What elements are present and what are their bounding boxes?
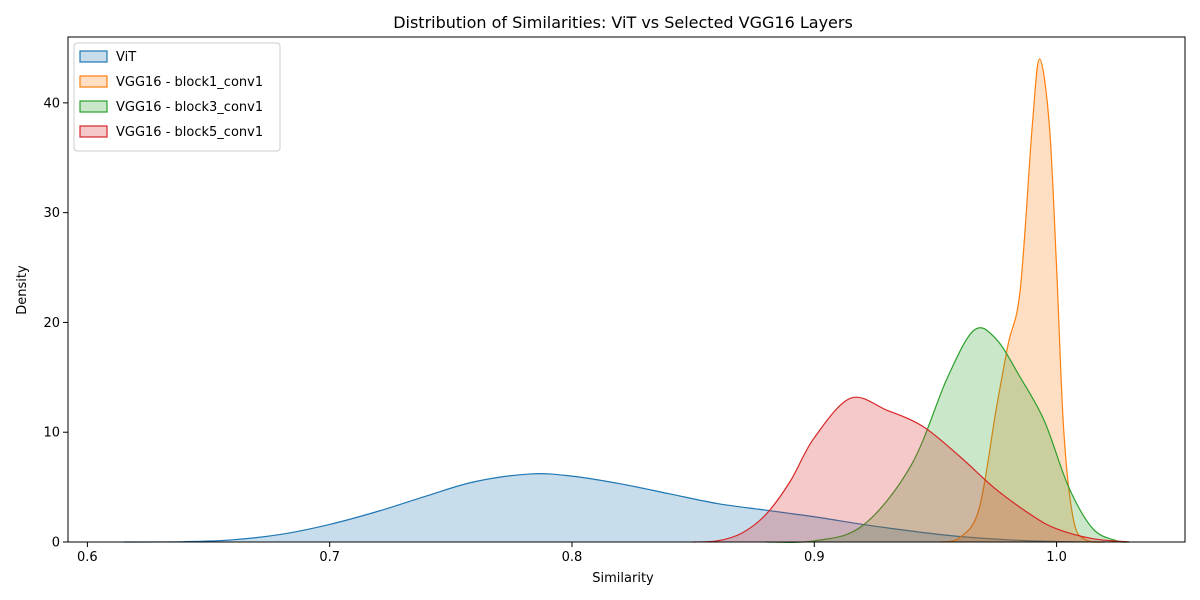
density-line-vit [123, 473, 1106, 543]
x-tick-label: 0.8 [562, 550, 583, 565]
y-tick-label: 0 [52, 536, 60, 551]
y-axis-label: Density [15, 265, 30, 315]
y-tick-label: 30 [43, 206, 60, 221]
legend-swatch-vit [79, 50, 108, 63]
x-axis-label: Similarity [592, 571, 654, 586]
density-line-vgg16-block3-conv1 [765, 327, 1130, 544]
chart-title: Distribution of Similarities: ViT vs Sel… [393, 13, 853, 32]
plot-area [123, 58, 1130, 544]
y-tick-label: 10 [43, 426, 60, 441]
x-tick-label: 0.9 [804, 550, 825, 565]
x-tick-label: 0.6 [77, 550, 98, 565]
y-tick-label: 20 [43, 316, 60, 331]
legend-swatch-vgg16-block1-conv1 [79, 75, 108, 88]
legend-label-vgg16-block1-conv1: VGG16 - block1_conv1 [116, 75, 263, 90]
legend-label-vgg16-block5-conv1: VGG16 - block5_conv1 [116, 125, 263, 140]
y-tick-label: 40 [43, 96, 60, 111]
legend-label-vit: ViT [116, 50, 136, 65]
legend-swatch-vgg16-block5-conv1 [79, 125, 108, 138]
x-tick-label: 1.0 [1046, 550, 1067, 565]
legend-swatch-vgg16-block3-conv1 [79, 100, 108, 113]
y-axis: 0 10 20 30 40 [43, 96, 68, 551]
legend-label-vgg16-block3-conv1: VGG16 - block3_conv1 [116, 100, 263, 115]
density-line-vgg16-block5-conv1 [693, 396, 1130, 543]
x-tick-label: 0.7 [319, 550, 340, 565]
density-area-vgg16-block1-conv1 [940, 58, 1106, 543]
density-area-vgg16-block3-conv1 [765, 327, 1130, 543]
legend: ViT VGG16 - block1_conv1 VGG16 - block3_co… [73, 42, 281, 152]
legend-frame [73, 42, 281, 152]
density-area-vit [123, 473, 1106, 542]
density-line-vgg16-block1-conv1 [940, 58, 1106, 543]
plot-frame [67, 36, 1186, 543]
density-area-vgg16-block5-conv1 [693, 397, 1130, 542]
x-axis: 0.6 0.7 0.8 0.9 1.0 [77, 542, 1067, 565]
